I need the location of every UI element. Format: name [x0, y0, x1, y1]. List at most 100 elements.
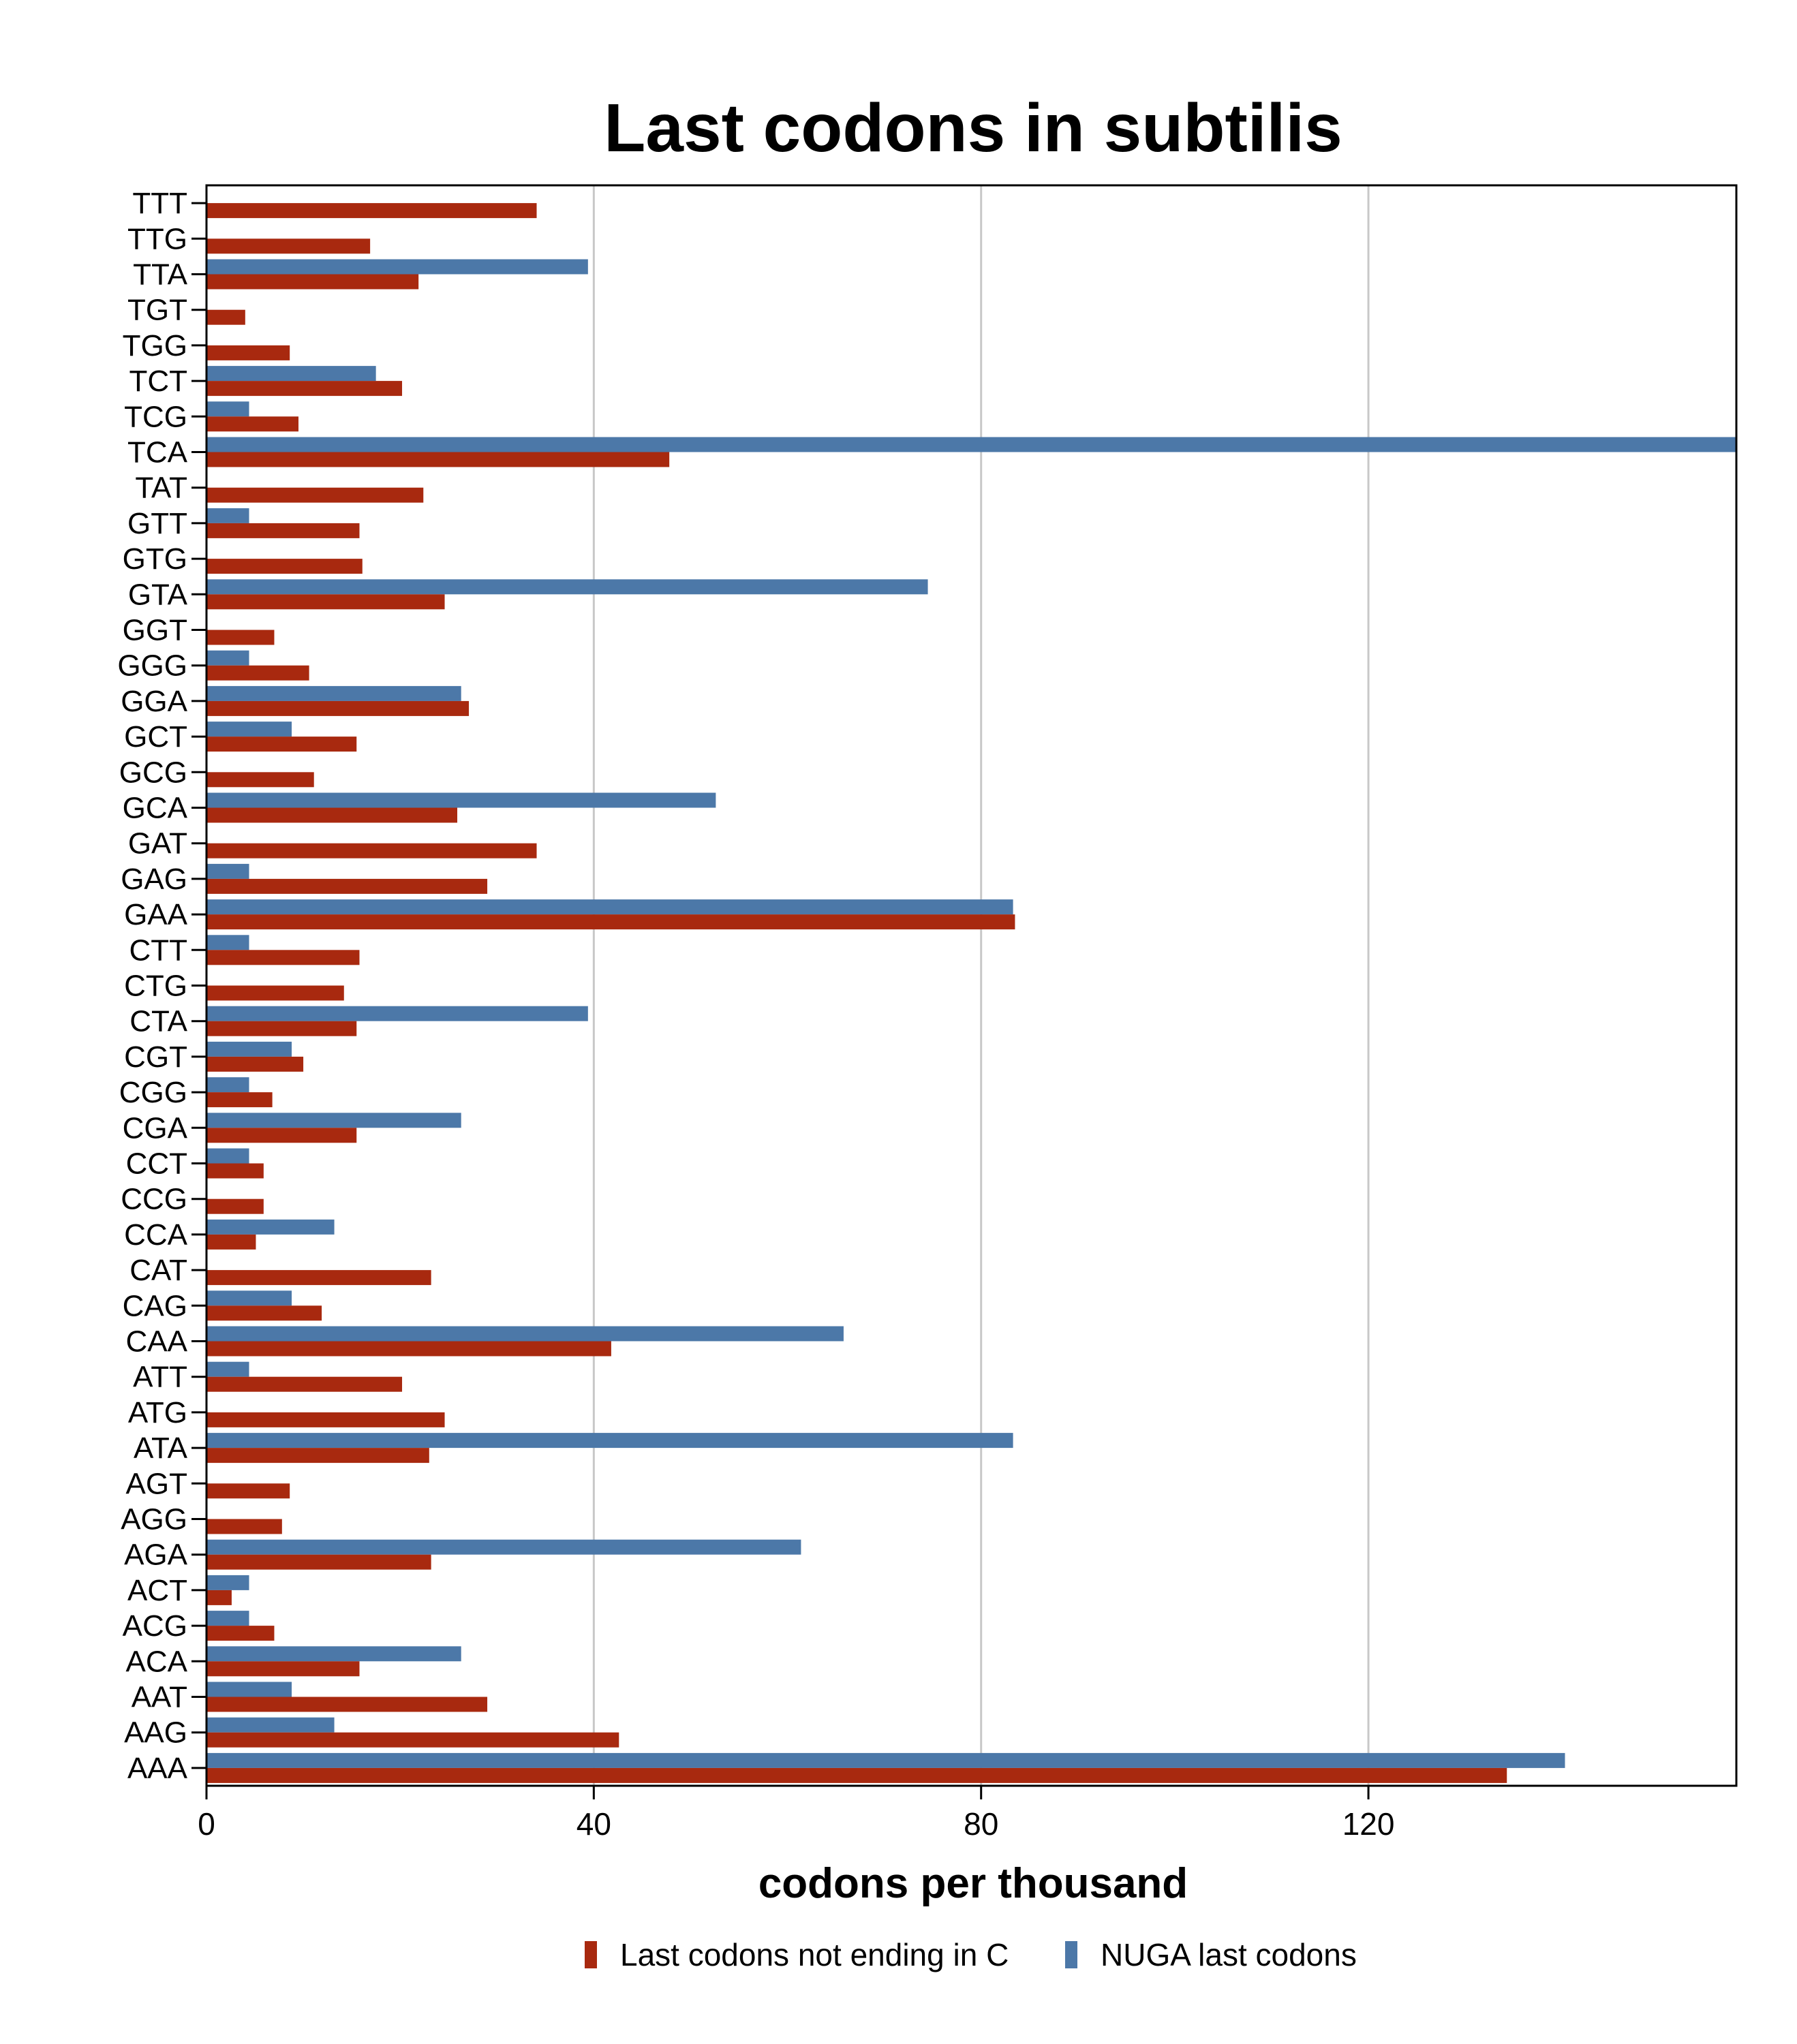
y-axis: TTTTTGTTATGTTGGTCTTCGTCATATGTTGTGGTAGGTG… [117, 187, 206, 1785]
legend-swatch-nuga [1065, 1941, 1077, 1968]
bar-not-ending-c-ccg [206, 1198, 264, 1214]
y-tick-label-cct: CCT [126, 1147, 187, 1181]
y-tick-label-tgt: TGT [127, 294, 187, 327]
y-tick-label-agt: AGT [126, 1467, 187, 1500]
bar-nuga-att [206, 1361, 249, 1377]
y-tick-label-ggt: GGT [123, 614, 187, 647]
bar-not-ending-c-ata [206, 1448, 429, 1464]
x-tick-label-3: 120 [1342, 1806, 1395, 1842]
bar-not-ending-c-gga [206, 700, 470, 716]
y-tick-label-tat: TAT [135, 471, 187, 505]
bar-not-ending-c-ttt [206, 203, 537, 219]
bar-nuga-cga [206, 1113, 461, 1128]
bar-nuga-gaa [206, 899, 1013, 915]
bar-not-ending-c-cct [206, 1163, 264, 1179]
y-tick-label-gca: GCA [123, 792, 188, 825]
y-tick-label-tgg: TGG [123, 329, 187, 362]
y-tick-label-act: ACT [127, 1574, 187, 1607]
y-tick-label-caa: CAA [126, 1325, 188, 1359]
legend-label-nuga: NUGA last codons [1101, 1937, 1357, 1972]
bar-not-ending-c-atg [206, 1412, 445, 1427]
y-tick-label-aaa: AAA [127, 1752, 188, 1785]
bar-not-ending-c-acg [206, 1626, 275, 1641]
bar-nuga-aat [206, 1682, 292, 1697]
bar-nuga-tta [206, 259, 588, 275]
bar-not-ending-c-agg [206, 1519, 282, 1534]
bar-nuga-act [206, 1575, 249, 1590]
y-tick-label-att: ATT [133, 1361, 187, 1394]
bars [206, 203, 1736, 1783]
bar-nuga-aaa [206, 1752, 1565, 1768]
bar-nuga-gct [206, 722, 292, 737]
y-tick-label-cca: CCA [124, 1218, 188, 1252]
bar-not-ending-c-ggt [206, 630, 275, 645]
bar-nuga-tca [206, 437, 1736, 452]
bar-not-ending-c-gct [206, 737, 357, 752]
y-tick-label-tca: TCA [127, 436, 188, 469]
bar-not-ending-c-gtt [206, 523, 360, 538]
bar-not-ending-c-att [206, 1376, 403, 1392]
bar-nuga-ctt [206, 935, 249, 950]
bar-not-ending-c-aag [206, 1732, 619, 1748]
y-tick-label-gta: GTA [128, 578, 188, 611]
y-tick-label-tct: TCT [129, 365, 187, 398]
bar-not-ending-c-caa [206, 1341, 611, 1357]
x-tick-label-1: 40 [577, 1806, 611, 1842]
y-tick-label-ctt: CTT [129, 933, 187, 967]
bar-not-ending-c-gag [206, 878, 488, 894]
bar-nuga-ata [206, 1433, 1013, 1449]
y-tick-label-atg: ATG [128, 1396, 187, 1429]
bar-not-ending-c-cgt [206, 1056, 304, 1072]
chart-title: Last codons in subtilis [604, 90, 1342, 166]
bar-nuga-gta [206, 579, 928, 595]
bar-nuga-cca [206, 1219, 335, 1235]
bar-nuga-acg [206, 1611, 249, 1626]
legend-swatch-not-ending-c [585, 1941, 597, 1968]
y-tick-label-tta: TTA [133, 258, 187, 292]
bar-not-ending-c-aaa [206, 1767, 1507, 1783]
bar-nuga-aag [206, 1717, 335, 1733]
y-tick-label-aat: AAT [132, 1681, 187, 1714]
bar-not-ending-c-cta [206, 1021, 357, 1036]
bar-not-ending-c-tgt [206, 309, 245, 325]
bar-not-ending-c-tgg [206, 345, 290, 360]
bar-nuga-tcg [206, 401, 249, 417]
bar-not-ending-c-aat [206, 1697, 488, 1712]
y-tick-label-tcg: TCG [124, 400, 187, 433]
bar-not-ending-c-aca [206, 1661, 360, 1677]
bar-nuga-cgg [206, 1077, 249, 1093]
bar-not-ending-c-tca [206, 452, 670, 467]
bar-not-ending-c-gtg [206, 559, 363, 574]
bar-not-ending-c-tcg [206, 416, 298, 432]
x-tick-label-2: 80 [964, 1806, 998, 1842]
y-tick-label-ccg: CCG [121, 1183, 187, 1216]
bar-not-ending-c-gta [206, 594, 445, 610]
legend-label-not-ending-c: Last codons not ending in C [620, 1937, 1009, 1972]
bar-nuga-cgt [206, 1041, 292, 1057]
y-tick-label-ata: ATA [134, 1431, 188, 1465]
y-tick-label-cgg: CGG [119, 1076, 187, 1109]
bar-not-ending-c-ctg [206, 985, 344, 1001]
bar-not-ending-c-agt [206, 1483, 290, 1499]
bar-nuga-gtt [206, 508, 249, 523]
y-tick-label-ggg: GGG [117, 649, 187, 683]
x-tick-label-0: 0 [198, 1806, 215, 1842]
y-tick-label-gag: GAG [121, 863, 187, 896]
y-tick-label-acg: ACG [123, 1609, 187, 1643]
y-tick-label-aga: AGA [124, 1538, 188, 1572]
y-tick-label-gaa: GAA [124, 898, 188, 931]
y-tick-label-aca: ACA [126, 1645, 188, 1678]
y-tick-label-aag: AAG [124, 1716, 187, 1750]
bar-nuga-cag [206, 1290, 292, 1306]
y-tick-label-cta: CTA [129, 1005, 187, 1038]
bar-not-ending-c-tat [206, 487, 424, 503]
bar-nuga-gga [206, 685, 461, 701]
y-tick-label-cag: CAG [123, 1289, 187, 1322]
bar-nuga-cct [206, 1148, 249, 1164]
bar-nuga-aca [206, 1646, 461, 1662]
bar-not-ending-c-aga [206, 1554, 431, 1570]
bar-nuga-ggg [206, 650, 249, 666]
y-tick-label-agg: AGG [121, 1503, 187, 1536]
y-tick-label-gtt: GTT [127, 507, 187, 540]
